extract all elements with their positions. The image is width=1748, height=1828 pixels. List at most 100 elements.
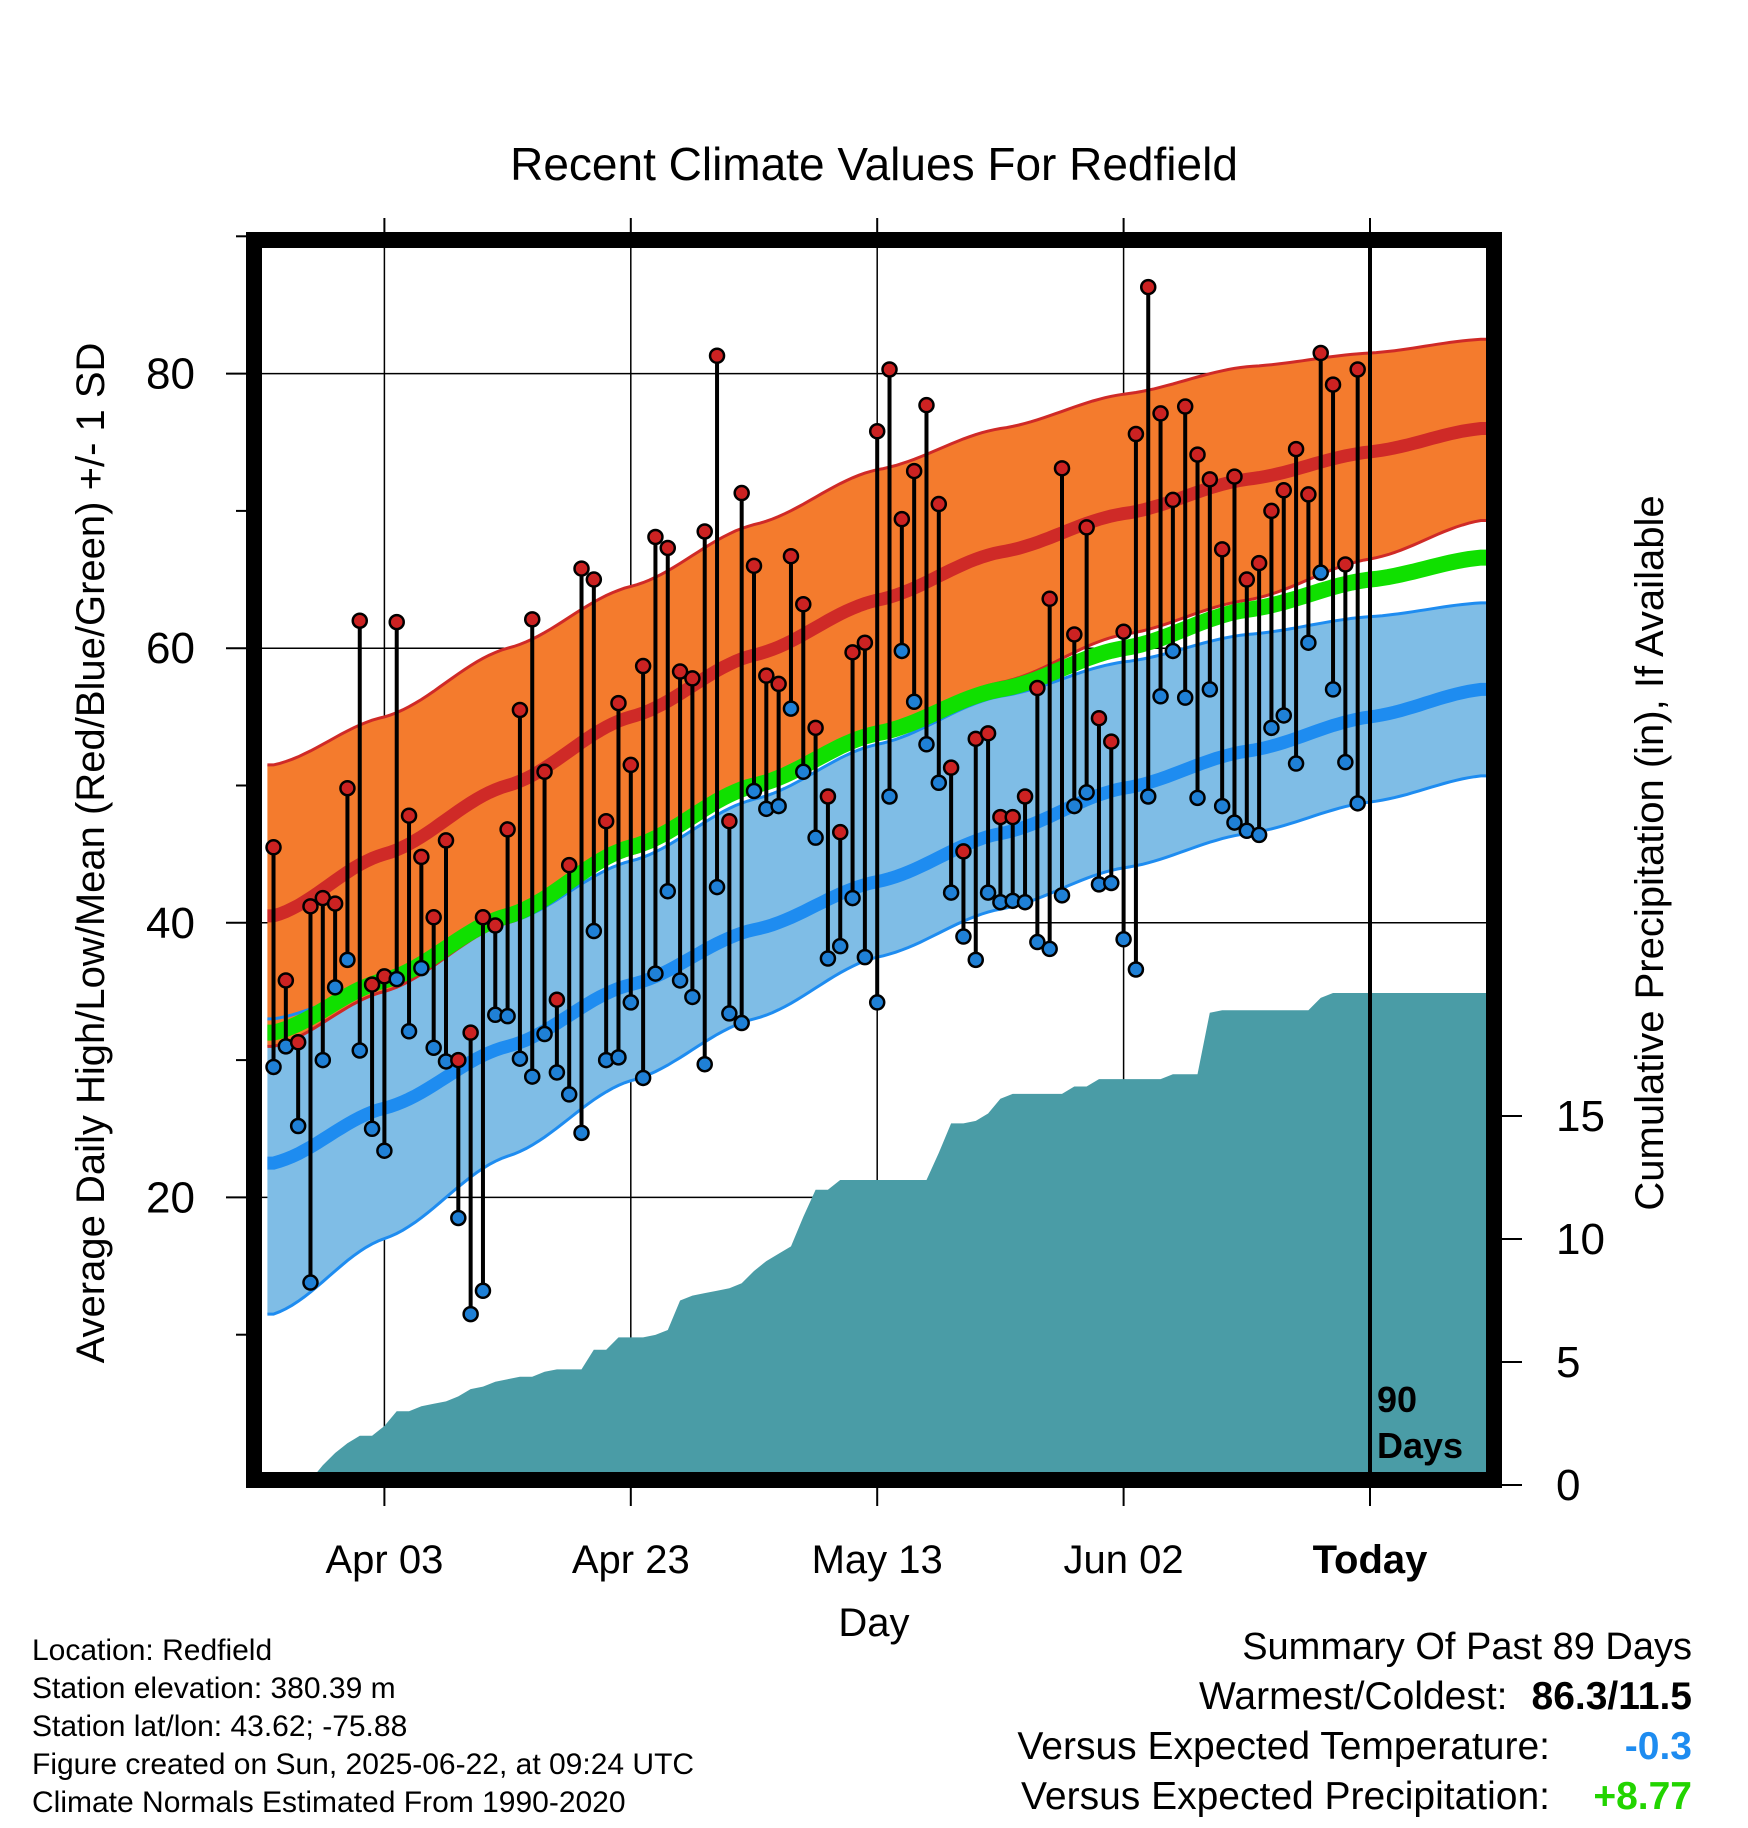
precip-deviation-row: Versus Expected Precipitation: +8.77 (1017, 1772, 1692, 1822)
daily-low-point (721, 1005, 738, 1022)
x-axis-label: Day (838, 1601, 909, 1645)
daily-low-point (474, 1282, 492, 1300)
daily-high-point (979, 725, 997, 742)
daily-high-point (400, 807, 418, 824)
daily-low-point (1189, 789, 1206, 807)
daily-low-point (573, 1124, 590, 1142)
daily-high-point (856, 634, 874, 651)
daily-low-point (1275, 707, 1293, 724)
daily-low-point (745, 782, 763, 800)
daily-high-point (819, 788, 837, 805)
daily-high-point (1275, 482, 1293, 499)
daily-low-point (1349, 795, 1366, 812)
daily-low-point (1053, 887, 1071, 904)
daily-low-point (523, 1068, 541, 1085)
warmest-coldest-row: Warmest/Coldest: 86.3/11.5 (1017, 1672, 1692, 1722)
daily-high-point (942, 759, 960, 776)
daily-low-point (548, 1064, 566, 1081)
daily-high-point (339, 779, 356, 797)
daily-low-point (1139, 788, 1157, 805)
right-tick-label: 0 (1556, 1461, 1580, 1510)
right-tick-label: 5 (1556, 1338, 1580, 1387)
daily-low-point (696, 1055, 713, 1073)
daily-high-point (462, 1024, 479, 1041)
left-tick-label: 20 (146, 1173, 195, 1222)
precip-deviation-value: +8.77 (1593, 1775, 1692, 1818)
daily-low-point (314, 1051, 332, 1069)
daily-high-point (499, 821, 516, 838)
daily-low-point (831, 937, 849, 955)
left-tick-label: 60 (146, 624, 195, 673)
daily-high-point (1312, 344, 1329, 362)
daily-low-point (1226, 814, 1243, 831)
normals-period: Climate Normals Estimated From 1990-2020 (32, 1786, 626, 1819)
daily-high-point (474, 909, 492, 926)
daily-high-point (671, 663, 689, 680)
daily-low-point (1029, 933, 1046, 951)
daily-low-point (1115, 931, 1132, 948)
daily-low-point (807, 829, 824, 846)
daily-high-point (1090, 709, 1108, 727)
daily-high-point (413, 848, 430, 866)
daily-low-point (1300, 634, 1317, 651)
daily-high-point (1201, 471, 1219, 488)
plot-frame (246, 232, 1502, 1488)
daily-high-point (1238, 571, 1256, 588)
daily-high-point (511, 701, 529, 719)
daily-low-point (1066, 797, 1083, 815)
daily-high-point (1152, 405, 1169, 422)
daily-high-point (450, 1051, 467, 1069)
daily-high-point (1250, 554, 1268, 572)
daily-low-point (1152, 688, 1169, 705)
warmest-coldest-value: 86.3/11.5 (1531, 1675, 1693, 1718)
daily-high-point (659, 539, 677, 557)
daily-low-point (881, 788, 898, 805)
left-tick-label: 80 (146, 350, 195, 399)
daily-low-point (1016, 893, 1034, 911)
daily-low-point (1078, 784, 1095, 801)
daily-high-point (1287, 440, 1305, 458)
chart-title: Recent Climate Values For Redfield (510, 138, 1238, 190)
daily-high-point (265, 839, 282, 856)
daily-low-point (1213, 797, 1231, 815)
daily-high-point (758, 667, 775, 684)
daily-low-point (942, 884, 960, 901)
daily-high-point (523, 611, 541, 628)
daily-low-point (955, 928, 972, 945)
daily-low-point (634, 1069, 652, 1087)
daily-low-point (918, 736, 935, 753)
daily-high-point (1164, 491, 1182, 509)
daily-high-point (1066, 626, 1083, 643)
daily-high-point (795, 596, 812, 613)
x-tick-label: Jun 02 (1064, 1538, 1184, 1582)
daily-high-point (326, 895, 344, 912)
left-tick-label: 40 (146, 899, 195, 948)
precip-deviation-label: Versus Expected Precipitation: (1021, 1775, 1550, 1818)
daily-low-point (930, 774, 948, 792)
daily-high-point (930, 495, 948, 513)
daily-high-point (622, 756, 640, 774)
daily-high-point (634, 657, 652, 675)
daily-high-point (844, 644, 861, 661)
daily-high-point (831, 823, 849, 841)
daily-high-point (1053, 460, 1071, 477)
daily-high-point (573, 560, 590, 577)
plot-interior (262, 247, 1486, 1472)
location-name: Location: Redfield (32, 1634, 273, 1667)
daily-low-point (671, 972, 689, 989)
daily-low-point (1312, 564, 1329, 581)
daily-high-point (1127, 425, 1145, 443)
daily-high-point (770, 675, 787, 693)
daily-low-point (1324, 681, 1342, 698)
daily-high-point (881, 361, 898, 378)
daily-high-point (807, 719, 824, 737)
daily-high-point (1263, 502, 1280, 520)
daily-high-point (733, 484, 750, 502)
daily-high-point (1029, 679, 1046, 697)
daily-low-point (1201, 681, 1219, 698)
daily-low-point (622, 994, 640, 1011)
daily-high-point (721, 812, 738, 830)
daily-high-point (905, 462, 923, 480)
daily-high-point (437, 832, 455, 849)
station-info: Location: Redfield Station elevation: 38… (32, 1632, 694, 1822)
